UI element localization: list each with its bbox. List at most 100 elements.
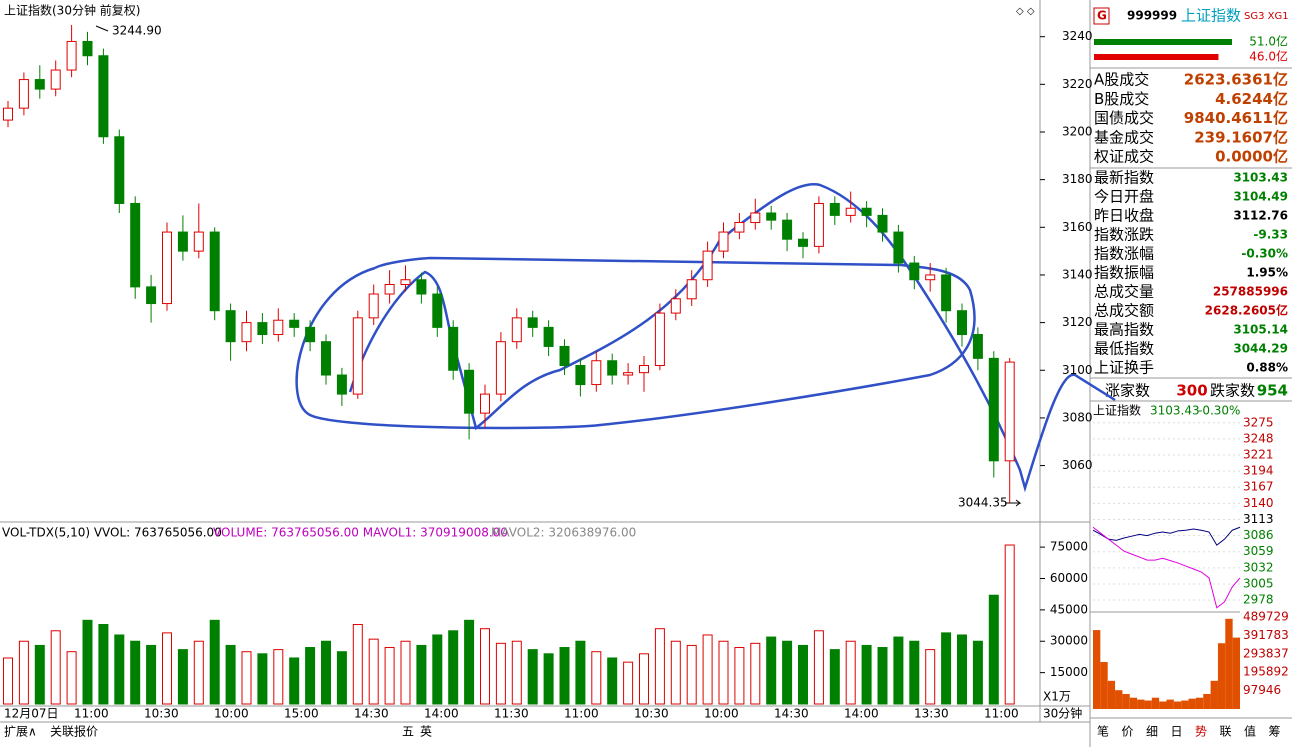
mini-volume <box>1203 693 1211 709</box>
toolbar-button[interactable]: 扩展∧ <box>4 725 37 739</box>
volume-bar <box>559 647 570 705</box>
volume-bar <box>702 634 713 705</box>
candle-body <box>972 334 983 359</box>
candle-body <box>734 222 745 233</box>
stat-label: 总成交额 <box>1094 302 1154 320</box>
stat-value: 3044.29 <box>1233 342 1288 356</box>
flow-bar <box>1094 39 1232 45</box>
volume-bar <box>336 651 347 705</box>
candle-body <box>273 319 284 336</box>
candle-body <box>670 298 681 314</box>
window-controls[interactable]: ◇ ◇ <box>1016 6 1035 17</box>
volume-bar <box>416 644 427 705</box>
mini-tick-label: 3140 <box>1243 496 1274 510</box>
mini-volume <box>1151 697 1160 709</box>
up-count: 300 <box>1176 382 1207 400</box>
stat-label: 昨日收盘 <box>1094 207 1154 225</box>
side-tab[interactable]: 笔 <box>1097 724 1109 739</box>
side-tab[interactable]: 筹 <box>1268 725 1280 739</box>
mini-volume <box>1232 637 1240 709</box>
stock-name: 上证指数 <box>1181 7 1241 25</box>
mini-tick-label: 3032 <box>1243 560 1274 574</box>
x-tick-label: 14:00 <box>424 707 459 721</box>
toolbar-button[interactable]: 关联报价 <box>50 724 98 739</box>
volume-bar <box>988 594 999 705</box>
side-tab[interactable]: 日 <box>1170 725 1182 739</box>
volume-bar <box>146 644 157 705</box>
mini-tick-label: 3248 <box>1243 431 1274 445</box>
volume-bar <box>305 647 316 705</box>
mini-change: -0.30% <box>1198 404 1240 418</box>
stat-value: 1.95% <box>1246 266 1288 280</box>
x-tick-label: 11:00 <box>984 707 1019 721</box>
volume-bar <box>766 636 777 705</box>
volume-bar <box>352 624 363 705</box>
candle-body <box>193 231 204 252</box>
turnover-value: 0.0000亿 <box>1215 148 1288 166</box>
volume-unit: X1万 <box>1043 690 1071 704</box>
volume-bar <box>575 640 586 705</box>
volume-header-ma2: MAVOL2: 320638976.00 <box>491 526 636 540</box>
candle-body <box>559 345 570 367</box>
volume-bar <box>861 644 872 705</box>
ime-button[interactable]: 五 <box>402 725 414 739</box>
ime-button[interactable]: 英 <box>420 725 432 739</box>
candle-body <box>654 312 665 367</box>
candle-body <box>480 393 490 414</box>
down-count: 954 <box>1257 382 1288 400</box>
flow-label: 46.0亿 <box>1249 49 1288 64</box>
mini-tick-label: 3113 <box>1243 512 1274 526</box>
period-button[interactable]: 30分钟 <box>1043 706 1082 721</box>
mini-volume <box>1122 693 1130 709</box>
x-tick-label: 14:00 <box>844 707 879 721</box>
volume-bar <box>909 640 920 705</box>
candle-body <box>925 274 936 281</box>
candle-body <box>98 55 109 138</box>
mini-volume <box>1159 701 1167 709</box>
candle-body <box>495 341 506 395</box>
candle-body <box>782 219 793 240</box>
volume-bar <box>1004 544 1015 705</box>
side-tab[interactable]: 价 <box>1121 725 1133 739</box>
volume-bar <box>972 640 983 705</box>
candle-body <box>909 262 920 281</box>
side-tab[interactable]: 细 <box>1146 725 1158 739</box>
volume-bar <box>66 651 77 705</box>
volume-bar <box>623 661 634 705</box>
mini-volume <box>1166 699 1174 709</box>
volume-tick-label: 60000 <box>1050 571 1088 585</box>
volume-tick-label: 30000 <box>1050 634 1088 648</box>
low-annotation: 3044.35 <box>958 496 1008 510</box>
down-label: 跌家数 <box>1210 382 1255 400</box>
stat-value: -0.30% <box>1241 247 1288 261</box>
candle-body <box>448 326 459 371</box>
candle-body <box>750 212 761 224</box>
side-tab[interactable]: 势 <box>1195 725 1207 739</box>
candle-body <box>336 374 347 395</box>
x-tick-label: 10:30 <box>634 707 669 721</box>
candle-body <box>432 293 443 328</box>
x-tick-label: 14:30 <box>774 707 809 721</box>
mini-volume <box>1181 700 1189 709</box>
x-tick-label: 10:30 <box>144 707 179 721</box>
stat-value: -9.33 <box>1253 228 1288 242</box>
mini-vol-tick: 489729 <box>1243 609 1289 623</box>
side-tab[interactable]: 联 <box>1219 725 1231 739</box>
volume-bar <box>670 640 681 705</box>
candle-body <box>34 79 45 90</box>
turnover-label: 权证成交 <box>1094 148 1154 166</box>
candle-body <box>241 322 252 343</box>
candle-body <box>591 360 602 386</box>
volume-bar <box>368 638 379 705</box>
volume-bar <box>289 657 300 705</box>
candle-body <box>352 317 363 395</box>
mini-tick-label: 3275 <box>1243 415 1274 429</box>
side-tab[interactable]: 值 <box>1244 724 1256 739</box>
stock-tags: SG3 XG1 <box>1244 11 1289 22</box>
mini-volume <box>1210 680 1218 709</box>
volume-tick-label: 75000 <box>1050 540 1088 554</box>
candle-body <box>813 202 824 247</box>
y-tick-label: 3240 <box>1062 29 1093 43</box>
y-tick-label: 3180 <box>1062 172 1093 186</box>
candle-body <box>957 310 967 336</box>
